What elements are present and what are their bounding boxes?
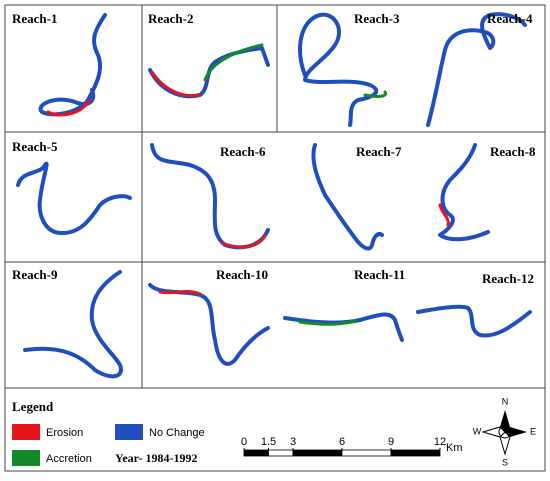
river: [298, 12, 379, 127]
compass-arrow: [481, 426, 506, 438]
reach-label: Reach-1: [12, 11, 58, 26]
scale-bar: 0 1.5 3 6 9 12 Km: [241, 436, 463, 457]
scale-unit: Km: [446, 442, 463, 454]
scale-segment: [292, 449, 343, 457]
river: [38, 13, 107, 117]
legend-label: Erosion: [46, 427, 83, 439]
river: [416, 304, 532, 338]
reach-label: Reach-7: [356, 144, 402, 159]
compass-letter: S: [502, 457, 508, 467]
river: [283, 312, 404, 342]
river: [426, 12, 527, 127]
rivers: [16, 12, 532, 379]
legend-swatch: [12, 424, 40, 440]
reach-label: Reach-5: [12, 139, 58, 154]
erosion: [150, 70, 202, 98]
erosion: [220, 234, 267, 249]
legend-swatch: [12, 450, 40, 466]
compass-letter: E: [530, 426, 536, 436]
river: [148, 283, 270, 366]
reach-label: Reach-12: [482, 271, 534, 286]
accretion: [203, 43, 264, 82]
compass-ring: [498, 425, 512, 439]
river: [311, 143, 384, 251]
accretion: [298, 319, 357, 326]
scale-segment: [243, 449, 269, 457]
scale-label: 9: [388, 436, 394, 448]
compass: N S E W: [473, 396, 536, 467]
scale-segment: [341, 449, 392, 457]
legend-year: Year- 1984-1992: [115, 451, 198, 465]
compass-letter: W: [473, 426, 482, 436]
legend-title: Legend: [12, 399, 54, 414]
legend-label: No Change: [149, 427, 205, 439]
erosion: [46, 98, 92, 117]
scale-label: 0: [241, 436, 247, 448]
river: [438, 143, 490, 242]
scale-label: 6: [339, 436, 345, 448]
reach-label: Reach-3: [354, 11, 400, 26]
outer-frame: [4, 4, 546, 472]
legend-swatch: [115, 424, 143, 440]
erosion: [438, 203, 450, 227]
reach-label: Reach-10: [216, 267, 268, 282]
scale-label: 3: [290, 436, 296, 448]
reach-label: Reach-2: [148, 11, 194, 26]
scale-label: 12: [434, 436, 446, 448]
scale-segment: [268, 449, 294, 457]
legend-label: Accretion: [46, 453, 92, 465]
accretion: [363, 90, 388, 98]
river: [16, 161, 132, 236]
river: [23, 270, 123, 379]
reach-label: Reach-9: [12, 267, 58, 282]
reach-label: Reach-8: [490, 144, 536, 159]
reach-label: Reach-4: [487, 11, 533, 26]
reach-label: Reach-6: [220, 144, 266, 159]
scale-segment: [390, 449, 441, 457]
reach-label: Reach-11: [354, 267, 405, 282]
scale-label: 1.5: [261, 436, 276, 448]
river: [150, 143, 270, 250]
compass-letter: N: [502, 396, 509, 406]
erosion: [158, 290, 202, 296]
